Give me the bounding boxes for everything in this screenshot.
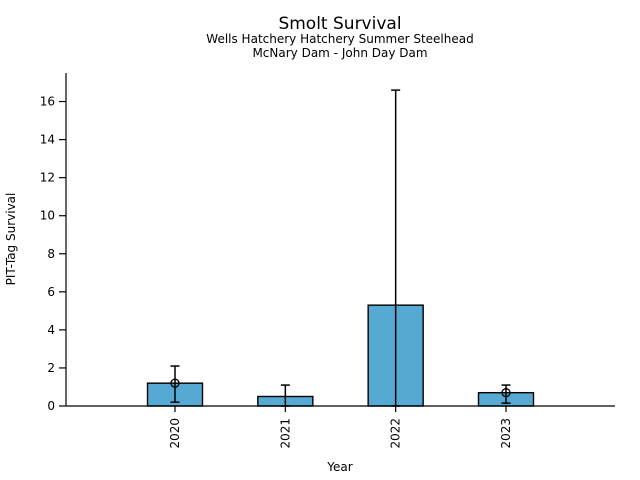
y-tick-label-4: 4 — [47, 323, 55, 337]
x-tick-label-2020: 2020 — [168, 418, 182, 449]
x-tick-label-2022: 2022 — [389, 418, 403, 449]
chart-subtitle-line2: McNary Dam - John Day Dam — [252, 46, 427, 60]
y-tick-label-16: 16 — [40, 95, 55, 109]
y-axis-label: PIT-Tag Survival — [4, 193, 18, 286]
y-tick-label-8: 8 — [47, 247, 55, 261]
chart-title: Smolt Survival — [278, 14, 401, 34]
y-tick-label-12: 12 — [40, 171, 55, 185]
x-tick-label-2023: 2023 — [499, 418, 513, 449]
x-axis-label: Year — [326, 460, 352, 474]
y-tick-label-0: 0 — [47, 399, 55, 413]
y-tick-label-2: 2 — [47, 361, 55, 375]
y-tick-label-10: 10 — [40, 209, 55, 223]
y-tick-label-14: 14 — [40, 133, 55, 147]
chart-subtitle-line1: Wells Hatchery Hatchery Summer Steelhead — [206, 32, 473, 46]
point-marker-2023 — [501, 388, 511, 398]
point-marker-2020 — [170, 378, 180, 388]
y-tick-label-6: 6 — [47, 285, 55, 299]
plot-area: 0 2 4 6 8 10 12 14 16 2020 2021 2022 2023 — [40, 73, 615, 449]
x-tick-label-2021: 2021 — [278, 418, 292, 449]
